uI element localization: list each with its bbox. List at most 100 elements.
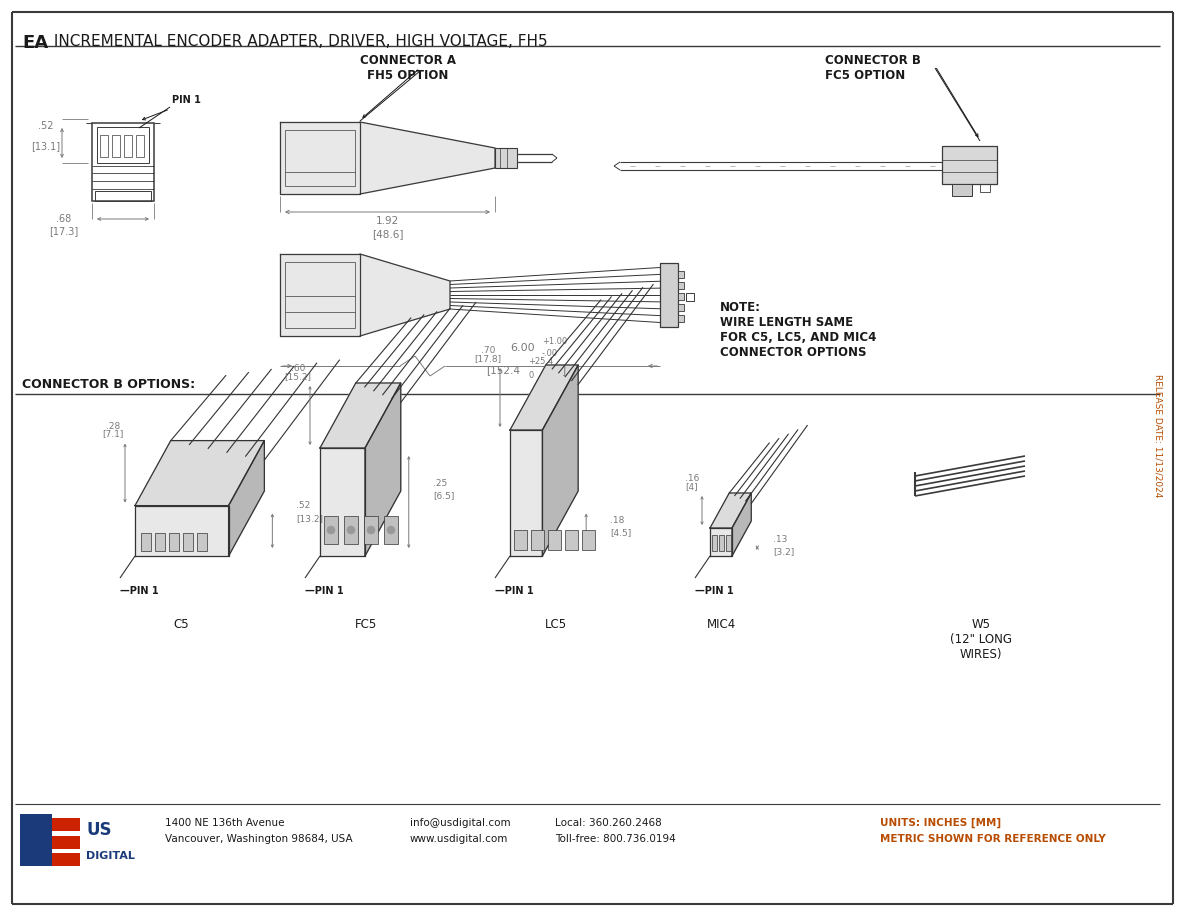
Polygon shape	[360, 254, 450, 336]
Text: W5
(12" LONG
WIRES): W5 (12" LONG WIRES)	[950, 618, 1012, 661]
Text: .52: .52	[38, 121, 53, 131]
Text: [4.5]: [4.5]	[610, 529, 632, 538]
Text: Local: 360.260.2468: Local: 360.260.2468	[555, 818, 661, 828]
Bar	[324, 516, 338, 544]
Polygon shape	[229, 441, 264, 556]
Polygon shape	[510, 365, 578, 430]
Polygon shape	[710, 493, 751, 528]
Polygon shape	[320, 383, 401, 448]
Text: 1.92: 1.92	[376, 216, 399, 226]
Text: CONNECTOR B OPTIONS:: CONNECTOR B OPTIONS:	[23, 378, 196, 391]
Bar	[942, 146, 997, 184]
Bar	[113, 135, 120, 157]
Bar	[286, 262, 356, 328]
Text: .60: .60	[290, 364, 306, 373]
Bar	[124, 135, 132, 157]
Polygon shape	[510, 430, 543, 556]
Text: .18: .18	[610, 517, 624, 525]
Text: .16: .16	[685, 474, 699, 483]
Text: [7.1]: [7.1]	[102, 430, 123, 439]
Text: ]: ]	[562, 365, 566, 375]
Text: [13.1]: [13.1]	[32, 141, 60, 151]
Text: 0: 0	[529, 372, 533, 380]
Text: [17.8]: [17.8]	[474, 354, 501, 363]
Bar	[92, 123, 154, 201]
Text: METRIC SHOWN FOR REFERENCE ONLY: METRIC SHOWN FOR REFERENCE ONLY	[880, 834, 1106, 844]
Bar	[197, 533, 207, 551]
Text: .28: .28	[105, 421, 120, 431]
Polygon shape	[360, 122, 495, 194]
Bar	[100, 135, 108, 157]
Text: .13: .13	[774, 535, 788, 544]
Bar	[712, 535, 717, 551]
Bar	[678, 304, 684, 311]
Bar	[97, 127, 149, 163]
Bar	[582, 530, 595, 550]
Bar	[141, 533, 150, 551]
Bar	[660, 263, 678, 327]
Text: —PIN 1: —PIN 1	[305, 586, 344, 596]
Text: 6.00: 6.00	[511, 343, 534, 353]
Text: UNITS: INCHES [MM]: UNITS: INCHES [MM]	[880, 818, 1001, 828]
Text: [17.3]: [17.3]	[50, 226, 78, 236]
Polygon shape	[135, 441, 264, 506]
Polygon shape	[543, 365, 578, 556]
Bar	[514, 530, 527, 550]
Text: LC5: LC5	[545, 618, 568, 631]
Bar	[95, 191, 150, 201]
Text: MIC4: MIC4	[706, 618, 736, 631]
Text: +1.00: +1.00	[542, 336, 568, 345]
Bar	[719, 535, 724, 551]
Text: CONNECTOR A
FH5 OPTION: CONNECTOR A FH5 OPTION	[360, 54, 456, 82]
Text: .52: .52	[296, 501, 310, 510]
Bar	[155, 533, 165, 551]
Text: [15.2]: [15.2]	[284, 372, 312, 381]
Text: FC5: FC5	[354, 618, 377, 631]
Bar	[678, 315, 684, 322]
Bar	[344, 516, 358, 544]
Text: [6.5]: [6.5]	[433, 492, 454, 500]
Bar	[52, 853, 81, 866]
Polygon shape	[710, 528, 732, 556]
Bar	[182, 533, 193, 551]
Text: .68: .68	[57, 214, 71, 224]
Text: +25.4: +25.4	[529, 357, 553, 366]
Text: Toll-free: 800.736.0194: Toll-free: 800.736.0194	[555, 834, 675, 844]
Text: EA: EA	[23, 34, 49, 52]
Bar	[52, 835, 81, 848]
Polygon shape	[280, 122, 360, 194]
Text: [3.2]: [3.2]	[774, 547, 794, 556]
Circle shape	[367, 526, 374, 534]
Circle shape	[387, 526, 395, 534]
Bar	[952, 184, 972, 196]
Text: DIGITAL: DIGITAL	[87, 851, 135, 861]
Polygon shape	[320, 448, 365, 556]
Bar	[169, 533, 179, 551]
Text: —PIN 1: —PIN 1	[495, 586, 533, 596]
Bar	[980, 184, 989, 192]
Text: www.usdigital.com: www.usdigital.com	[410, 834, 508, 844]
Text: [152.4: [152.4	[486, 365, 520, 375]
Bar	[20, 814, 52, 866]
Bar	[495, 148, 517, 168]
Polygon shape	[732, 493, 751, 556]
Bar	[136, 135, 145, 157]
Circle shape	[347, 526, 356, 534]
Text: Vancouver, Washington 98684, USA: Vancouver, Washington 98684, USA	[165, 834, 353, 844]
Text: NOTE:
WIRE LENGTH SAME
FOR C5, LC5, AND MIC4
CONNECTOR OPTIONS: NOTE: WIRE LENGTH SAME FOR C5, LC5, AND …	[720, 301, 877, 359]
Text: [4]: [4]	[686, 482, 698, 491]
Text: C5: C5	[173, 618, 188, 631]
Text: [13.2]: [13.2]	[296, 514, 324, 523]
Bar	[364, 516, 378, 544]
Text: PIN 1: PIN 1	[172, 95, 201, 105]
Bar	[678, 271, 684, 278]
Text: —PIN 1: —PIN 1	[120, 586, 159, 596]
Bar	[678, 293, 684, 300]
Bar	[678, 282, 684, 289]
Text: US: US	[87, 821, 111, 839]
Text: -.00: -.00	[542, 350, 558, 358]
Text: [48.6]: [48.6]	[372, 229, 403, 239]
Text: info@usdigital.com: info@usdigital.com	[410, 818, 511, 828]
Bar	[726, 535, 731, 551]
Text: INCREMENTAL ENCODER ADAPTER, DRIVER, HIGH VOLTAGE, FH5: INCREMENTAL ENCODER ADAPTER, DRIVER, HIG…	[49, 34, 547, 49]
